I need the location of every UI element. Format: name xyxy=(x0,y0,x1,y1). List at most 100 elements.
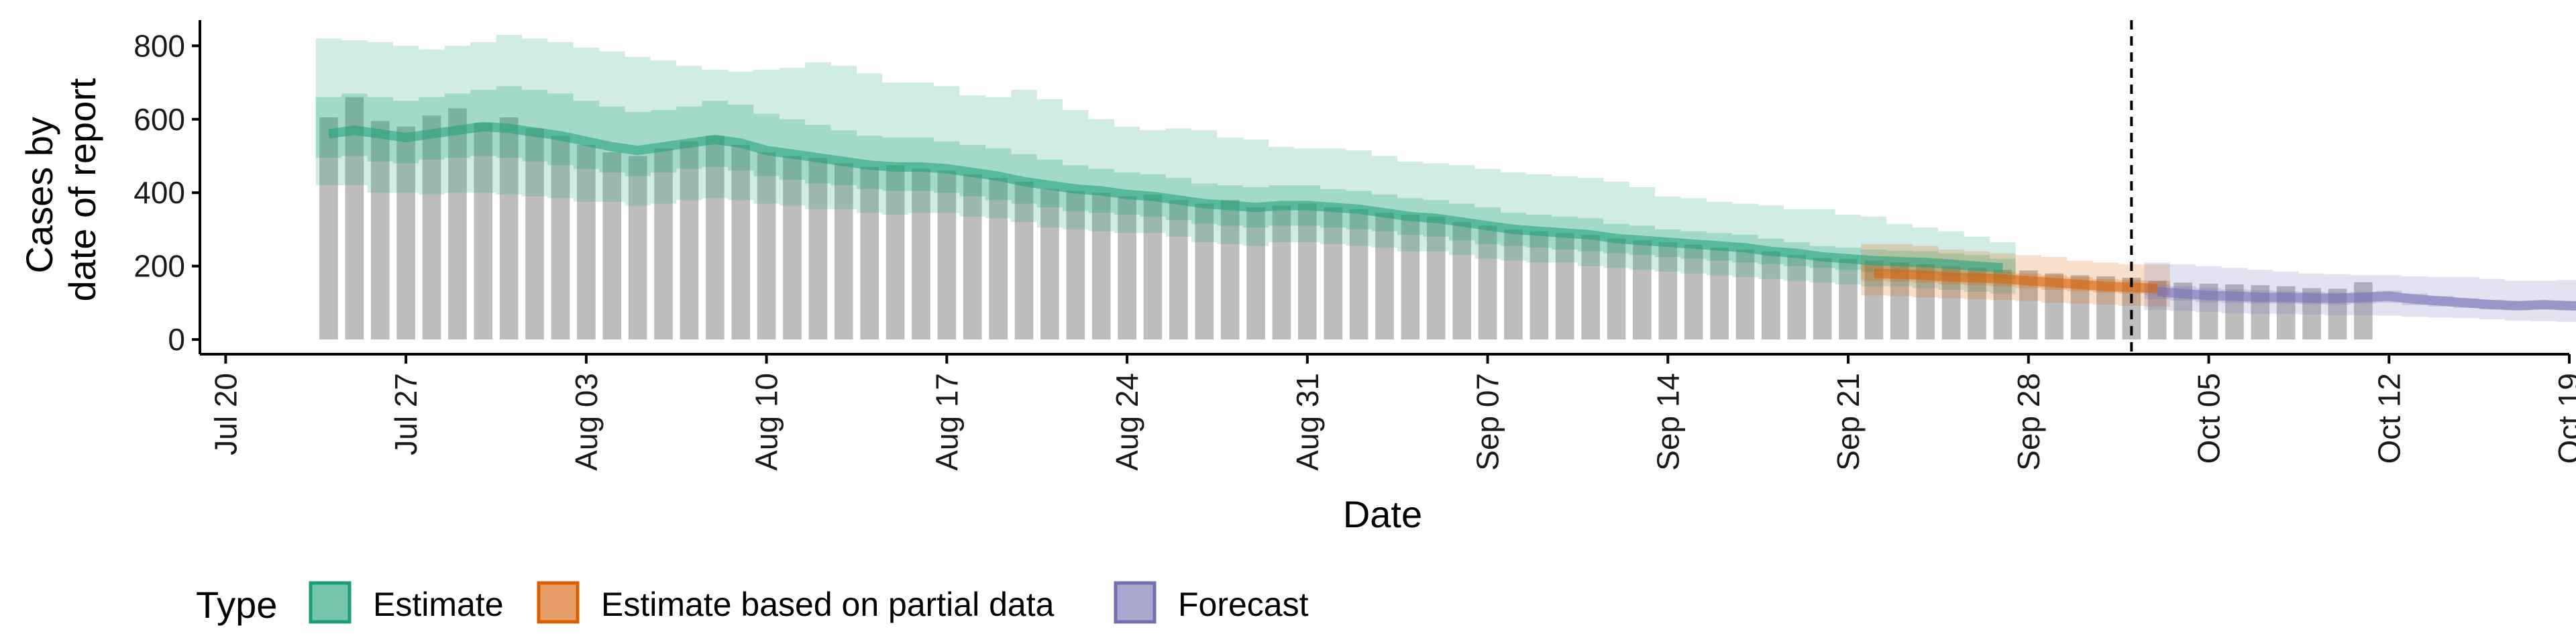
median-line-0 xyxy=(328,121,2003,273)
bar xyxy=(1066,191,1085,340)
bar xyxy=(577,145,596,340)
legend-label: Forecast xyxy=(1178,586,1309,623)
bar xyxy=(499,117,519,340)
bar xyxy=(525,128,544,340)
bar xyxy=(989,178,1008,340)
legend-title: Type xyxy=(196,584,277,626)
bar xyxy=(1581,235,1600,340)
bar xyxy=(1169,200,1188,340)
y-axis-title-line-1: Cases by xyxy=(18,117,60,273)
bar xyxy=(1658,242,1678,340)
bar xyxy=(1298,203,1317,340)
bar xyxy=(1220,200,1240,340)
x-tick-label: Aug 10 xyxy=(749,373,784,471)
x-tick-label: Sep 07 xyxy=(1470,373,1505,471)
median-line-2 xyxy=(2157,287,2576,311)
bar xyxy=(1684,244,1703,340)
bar xyxy=(1014,181,1034,340)
bar xyxy=(1452,221,1471,340)
y-tick-label: 200 xyxy=(133,249,185,284)
y-tick-label: 800 xyxy=(133,28,185,63)
legend-key xyxy=(1114,581,1157,624)
bar xyxy=(1813,258,1832,340)
bar xyxy=(1762,251,1780,340)
bar xyxy=(654,148,673,340)
bar xyxy=(783,156,802,340)
bar xyxy=(1195,203,1214,340)
bar xyxy=(1349,209,1368,340)
bar xyxy=(912,168,930,340)
x-axis-title: Date xyxy=(1343,493,1422,535)
legend-key xyxy=(309,581,352,624)
median-layer xyxy=(328,121,2576,311)
x-tick-label: Oct 05 xyxy=(2192,373,2226,464)
x-tick-label: Jul 20 xyxy=(208,373,243,455)
bar xyxy=(474,123,493,340)
median-line-1 xyxy=(1874,268,2157,293)
bar xyxy=(860,166,879,340)
bar xyxy=(706,136,724,340)
legend-key xyxy=(537,581,580,624)
x-tick-label: Sep 14 xyxy=(1650,373,1685,471)
legend-label: Estimate based on partial data xyxy=(601,586,1055,623)
bar xyxy=(1478,225,1497,340)
y-tick-label: 0 xyxy=(168,322,185,357)
bar xyxy=(1401,215,1420,340)
bar xyxy=(1143,194,1163,340)
bar xyxy=(422,115,441,340)
x-tick-label: Sep 21 xyxy=(1831,373,1866,471)
bar xyxy=(319,117,338,340)
bar xyxy=(834,163,853,340)
bar xyxy=(1607,238,1626,340)
bar xyxy=(1375,213,1394,340)
bar xyxy=(1735,250,1755,340)
x-tick-label: Oct 19 xyxy=(2552,373,2576,464)
bar xyxy=(1504,229,1523,340)
bar xyxy=(1426,216,1446,340)
bar xyxy=(1091,193,1111,340)
x-tick-label: Aug 17 xyxy=(929,373,964,471)
bar xyxy=(1118,196,1136,340)
bar xyxy=(602,152,622,340)
x-tick-label: Aug 31 xyxy=(1290,373,1325,471)
bar xyxy=(1787,255,1807,340)
bar xyxy=(1246,207,1265,340)
bar xyxy=(1839,258,1858,340)
y-tick-label: 400 xyxy=(133,175,185,210)
bar xyxy=(808,158,828,340)
bar xyxy=(1040,189,1059,340)
bar xyxy=(1555,233,1574,340)
bar xyxy=(370,121,390,340)
y-tick-label: 600 xyxy=(133,102,185,137)
bar xyxy=(1272,205,1291,340)
bar xyxy=(345,97,364,340)
x-tick-label: Aug 24 xyxy=(1110,373,1144,471)
x-axis-ticks: Jul 20 Jul 27 Aug 03 Aug 10 Aug 17 Aug 24 Aug … xyxy=(208,354,2576,471)
x-tick-label: Sep 28 xyxy=(2011,373,2046,471)
bar xyxy=(757,152,776,340)
y-axis-title: Cases by date of report xyxy=(18,78,103,302)
legend-label: Estimate xyxy=(373,586,504,623)
bar xyxy=(731,145,751,340)
ribbon-90-0 xyxy=(315,34,2016,294)
bar xyxy=(551,136,570,340)
bar xyxy=(628,156,647,340)
bar xyxy=(885,165,905,340)
bar xyxy=(1710,248,1729,340)
bar xyxy=(448,108,467,340)
bars-layer xyxy=(319,97,2373,340)
x-tick-label: Aug 03 xyxy=(569,373,604,471)
bar xyxy=(963,174,982,340)
bar xyxy=(680,141,699,340)
bar xyxy=(396,126,415,340)
x-tick-label: Jul 27 xyxy=(388,373,423,455)
bar xyxy=(1324,207,1343,340)
bar xyxy=(2354,282,2373,340)
legend: Type Estimate Estimate based on partial d… xyxy=(196,581,1309,626)
bar xyxy=(937,170,957,340)
y-axis-ticks: 0 200 400 600 800 xyxy=(133,28,200,357)
y-axis-title-line-2: date of report xyxy=(61,78,103,302)
bar xyxy=(1529,231,1549,340)
bar xyxy=(1633,240,1652,340)
